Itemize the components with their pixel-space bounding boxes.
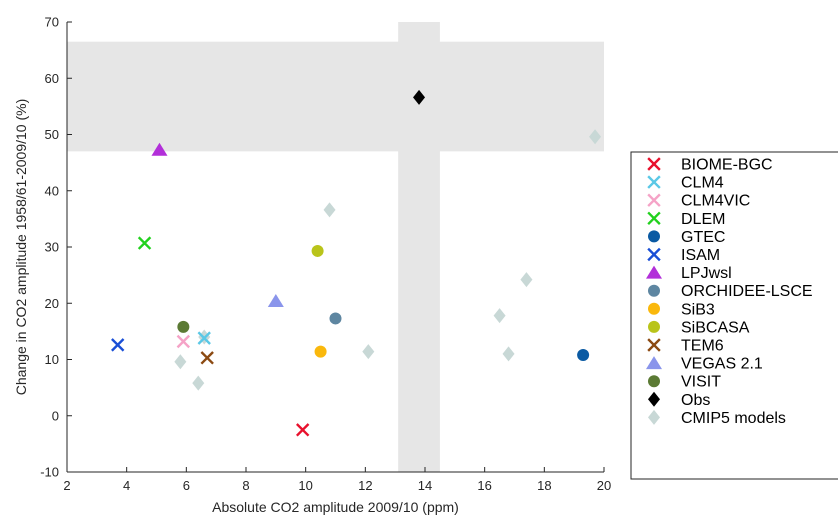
point-sibcasa [311, 244, 324, 257]
obs-y-band [67, 41, 604, 152]
legend-label-lpjwsl: LPJwsl [681, 265, 732, 282]
legend-label-clm4: CLM4 [681, 175, 724, 192]
legend-marker-obs [648, 391, 660, 407]
legend-label-vegas-2-1: VEGAS 2.1 [681, 356, 763, 373]
x-tick-label: 10 [298, 478, 312, 493]
legend-label-gtec: GTEC [681, 229, 725, 246]
legend-marker-clm4vic [647, 193, 661, 207]
point-dlem [137, 236, 152, 250]
legend-marker-sibcasa [648, 320, 660, 333]
legend-marker-vegas-2-1 [646, 356, 662, 370]
y-tick-label: 10 [45, 352, 59, 367]
observation-bands [67, 22, 604, 472]
point-vegas-2-1 [267, 294, 284, 307]
point-clm4 [197, 331, 211, 345]
legend-box [630, 151, 838, 480]
legend-label-tem6: TEM6 [681, 338, 724, 355]
x-tick-label: 6 [183, 478, 190, 493]
legend-label-biome-bgc: BIOME-BGC [681, 157, 773, 174]
y-tick-label: 50 [45, 127, 59, 142]
y-tick-label: 0 [52, 408, 59, 423]
point-gtec [577, 349, 590, 361]
x-tick-label: 8 [242, 478, 249, 493]
point-cmip5-models [362, 344, 375, 360]
legend-label-cmip5-models: CMIP5 models [681, 410, 786, 427]
x-tick-label: 20 [597, 478, 611, 493]
obs-x-band [398, 22, 440, 472]
point-orchidee-lsce [329, 312, 342, 325]
point-cmip5-models [493, 308, 506, 324]
point-clm4vic [176, 334, 191, 349]
axes: 2 4 6 8 10 12 14 16 18 20 -10 0 10 20 30 40 50 60 70 [40, 15, 611, 494]
legend-label-sibcasa: SiBCASA [681, 319, 750, 336]
legend-label-visit: VISIT [681, 374, 721, 391]
point-lpjwsl [151, 142, 168, 156]
legend-marker-lpjwsl [646, 265, 662, 279]
point-cmip5-models [520, 272, 533, 288]
y-tick-label: -10 [40, 465, 59, 480]
legend-marker-tem6 [647, 338, 661, 352]
x-axis-label: Absolute CO2 amplitude 2009/10 (ppm) [212, 499, 459, 515]
y-axis-label: Change in CO2 amplitude 1958/61-2009/10 … [13, 99, 29, 396]
legend-marker-clm4 [647, 175, 661, 189]
legend-marker-biome-bgc [647, 157, 661, 171]
legend-label-isam: ISAM [681, 247, 720, 264]
x-tick-label: 12 [358, 478, 372, 493]
legend-marker-cmip5-models [648, 409, 660, 425]
point-biome-bgc [295, 423, 310, 437]
legend-label-clm4vic: CLM4VIC [681, 193, 750, 210]
point-cmip5-models [502, 346, 515, 362]
point-tem6 [200, 351, 214, 365]
data-points [111, 89, 602, 437]
legend-label-orchidee-lsce: ORCHIDEE-LSCE [681, 283, 813, 300]
point-cmip5-models [323, 202, 336, 218]
point-cmip5-models [174, 354, 187, 370]
legend-marker-orchidee-lsce [648, 284, 660, 297]
point-isam [111, 338, 125, 352]
legend-marker-isam [647, 247, 661, 262]
legend-label-dlem: DLEM [681, 211, 725, 228]
legend-label-sib3: SiB3 [681, 301, 715, 318]
point-visit [177, 320, 190, 333]
y-tick-label: 40 [45, 183, 59, 198]
y-tick-label: 30 [45, 240, 59, 255]
point-cmip5-models [589, 129, 602, 145]
x-tick-label: 16 [477, 478, 491, 493]
legend-marker-sib3 [648, 302, 660, 315]
legend-marker-dlem [647, 211, 661, 225]
point-cmip5-models [192, 375, 205, 391]
legend-marker-visit [648, 375, 660, 388]
x-tick-label: 2 [63, 478, 70, 493]
legend-label-obs: Obs [681, 392, 710, 409]
y-tick-label: 60 [45, 71, 59, 86]
x-tick-label: 18 [537, 478, 551, 493]
x-tick-label: 14 [418, 478, 432, 493]
legend: BIOME-BGCCLM4CLM4VICDLEMGTECISAMLPJwslOR… [630, 151, 838, 480]
y-tick-label: 20 [45, 296, 59, 311]
legend-marker-gtec [648, 230, 660, 243]
x-tick-label: 4 [123, 478, 130, 493]
y-tick-label: 70 [45, 15, 59, 30]
point-obs [413, 89, 426, 105]
point-sib3 [314, 345, 327, 358]
